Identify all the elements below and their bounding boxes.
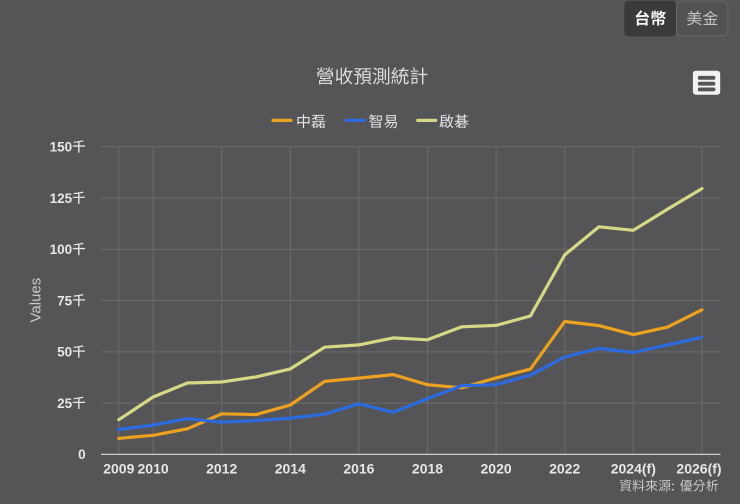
svg-text:2009: 2009 <box>103 461 134 477</box>
svg-text:50: 50 <box>57 345 72 360</box>
svg-text:2010: 2010 <box>138 461 169 477</box>
svg-text:150: 150 <box>50 140 73 155</box>
svg-text:25: 25 <box>57 396 73 411</box>
svg-text:2020: 2020 <box>481 461 512 477</box>
svg-text:Values: Values <box>28 278 45 323</box>
svg-text:2026(f): 2026(f) <box>676 461 721 477</box>
svg-text:0: 0 <box>78 447 86 462</box>
svg-text:75: 75 <box>57 293 73 308</box>
svg-text:2024(f): 2024(f) <box>611 461 656 477</box>
svg-text:2012: 2012 <box>206 461 237 477</box>
svg-text:2018: 2018 <box>412 461 443 477</box>
svg-text:2016: 2016 <box>343 461 374 477</box>
svg-text:125: 125 <box>50 191 73 206</box>
svg-text:2014: 2014 <box>275 461 306 477</box>
svg-text:100: 100 <box>50 242 73 257</box>
svg-text:2022: 2022 <box>549 461 580 477</box>
